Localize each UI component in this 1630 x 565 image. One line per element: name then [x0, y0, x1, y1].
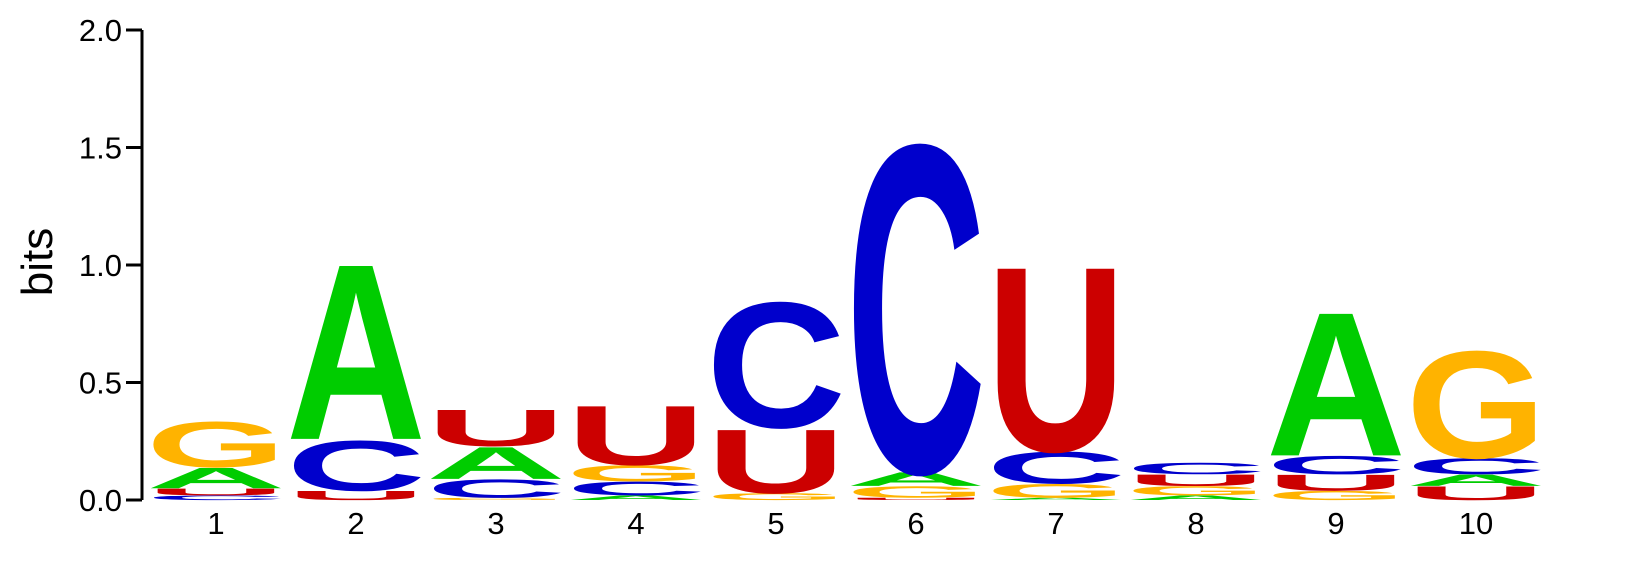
y-tick-label: 2.0 — [79, 13, 122, 48]
y-tick-labels: 0.0 0.5 1.0 1.5 2.0 — [79, 13, 122, 518]
y-tick-label: 0.0 — [79, 483, 122, 518]
logo-letter-u: U — [706, 411, 846, 513]
logo-letter-c: C — [706, 265, 846, 466]
logo-letter-g: G — [146, 408, 286, 481]
logo-letter-a: A — [1266, 270, 1406, 499]
logo-letter-c: C — [1406, 454, 1546, 479]
x-tick-label: 1 — [207, 506, 224, 541]
logo-letter-u: U — [566, 388, 706, 483]
logo-letter-a: A — [426, 438, 566, 489]
logo-letter-a: A — [566, 494, 706, 501]
logo-letter-g: G — [1266, 488, 1406, 503]
x-tick-label: 8 — [1187, 506, 1204, 541]
x-tick-label: 6 — [907, 506, 924, 541]
x-tick-labels: 1 2 3 4 5 6 7 8 9 10 — [207, 506, 1493, 541]
logo-letter-g: G — [846, 483, 986, 501]
logo-letter-a: A — [986, 497, 1126, 501]
logo-letter-a: A — [286, 212, 426, 493]
logo-letter-c: C — [146, 494, 286, 501]
logo-letter-a: A — [1126, 494, 1266, 501]
logo-letter-u: U — [426, 399, 566, 457]
y-tick-label: 0.5 — [79, 366, 122, 401]
x-tick-label: 10 — [1459, 506, 1493, 541]
logo-letter-g: G — [566, 461, 706, 486]
logo-letter-c: C — [426, 474, 566, 503]
logo-letter-c: C — [286, 426, 426, 506]
y-axis-label: bits — [13, 228, 62, 296]
logo-letter-u: U — [1406, 482, 1546, 504]
logo-letter-u: U — [1126, 471, 1266, 489]
logo-letter-a: A — [846, 468, 986, 490]
logo-letter-c: C — [1126, 459, 1266, 477]
logo-letter-c: C — [986, 442, 1126, 493]
logo-letter-c: C — [846, 48, 986, 565]
x-tick-label: 5 — [767, 506, 784, 541]
logo-letter-g: G — [1126, 484, 1266, 499]
logo-letter-c: C — [1266, 451, 1406, 480]
logo-letter-u: U — [146, 487, 286, 498]
logo-letter-g: G — [986, 480, 1126, 502]
logo-letter-c: C — [566, 478, 706, 500]
logo-letter-g: G — [1406, 320, 1546, 491]
x-tick-label: 4 — [627, 506, 644, 541]
logo-letter-g: G — [706, 491, 846, 502]
y-tick-label: 1.5 — [79, 131, 122, 166]
logo-letter-u: U — [986, 212, 1126, 507]
logo-letter-u: U — [1266, 470, 1406, 495]
y-axis — [126, 28, 144, 502]
logo-letter-a: A — [146, 462, 286, 495]
y-tick-label: 1.0 — [79, 248, 122, 283]
x-tick-label: 2 — [347, 506, 364, 541]
logo-letter-u: U — [846, 497, 986, 501]
x-tick-label: 9 — [1327, 506, 1344, 541]
logo-letter-u: U — [286, 488, 426, 503]
x-tick-label: 3 — [487, 506, 504, 541]
logo-letter-g: G — [426, 497, 566, 501]
logo-letter-a: A — [1406, 471, 1546, 489]
x-tick-label: 7 — [1047, 506, 1064, 541]
